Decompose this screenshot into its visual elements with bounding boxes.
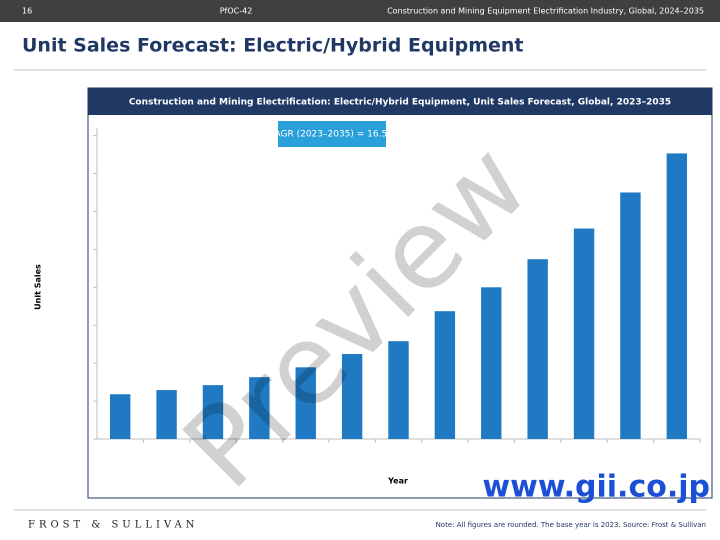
- x-axis-label: Year: [387, 477, 408, 486]
- bar: [481, 287, 502, 439]
- annotation-box: [278, 121, 386, 147]
- plot: [93, 128, 701, 443]
- slide-title: Unit Sales Forecast: Electric/Hybrid Equ…: [22, 35, 524, 57]
- bar: [434, 311, 456, 439]
- code: PfOC-42: [220, 7, 253, 16]
- bar: [666, 153, 688, 439]
- bar: [573, 228, 595, 439]
- top-bar: [0, 0, 720, 22]
- bar: [295, 367, 316, 439]
- page-number: 16: [22, 7, 32, 16]
- bar: [249, 377, 270, 439]
- bar: [620, 192, 641, 439]
- bar: [156, 390, 177, 439]
- chart-title: Construction and Mining Electrification:…: [129, 98, 671, 108]
- bar: [388, 341, 409, 439]
- y-axis-label: Unit Sales: [34, 264, 43, 310]
- footer-note: Note: All figures are rounded. The base …: [436, 521, 706, 529]
- report-name: Construction and Mining Equipment Electr…: [387, 7, 704, 16]
- bar: [109, 394, 131, 439]
- bar: [341, 354, 363, 439]
- watermark-site: www.gii.co.jp: [482, 470, 710, 505]
- bar: [527, 259, 548, 439]
- chart-title-band: [88, 88, 712, 115]
- bar: [202, 385, 224, 439]
- brand: FROST & SULLIVAN: [28, 520, 198, 531]
- annotation: CAGR (2023–2035) = 16.5%: [268, 130, 396, 140]
